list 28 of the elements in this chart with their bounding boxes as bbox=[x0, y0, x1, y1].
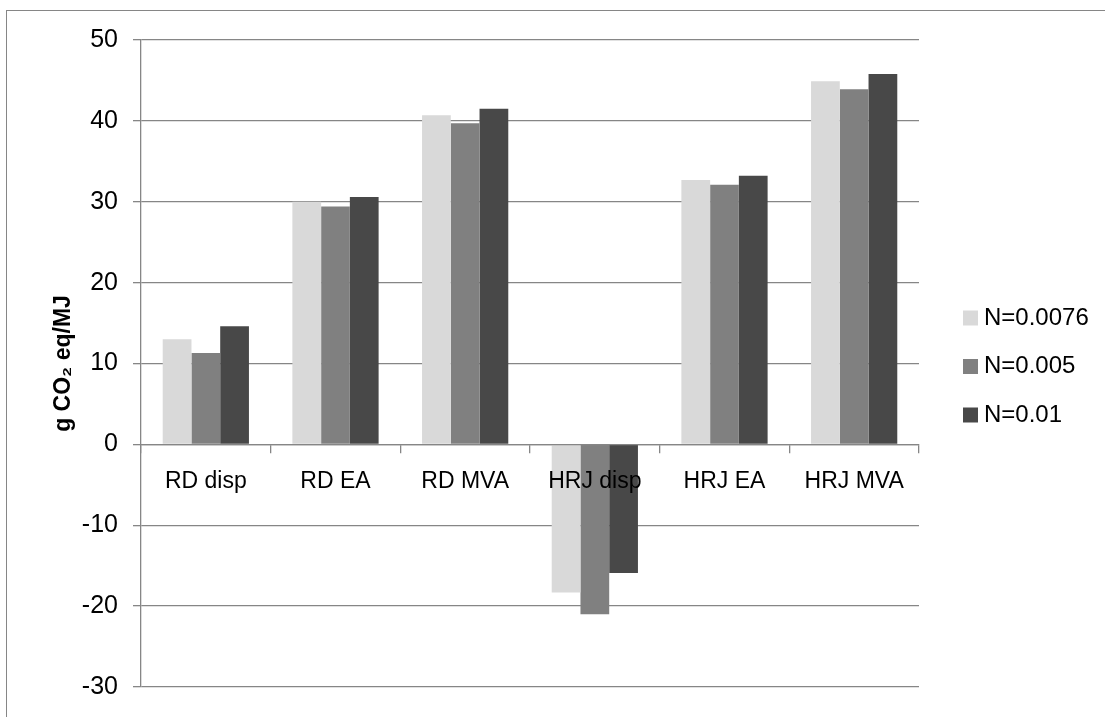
bar bbox=[422, 115, 451, 444]
bar bbox=[220, 326, 249, 444]
y-tick-label: 10 bbox=[90, 347, 118, 376]
legend-label: N=0.005 bbox=[984, 351, 1076, 379]
bar bbox=[349, 196, 379, 444]
y-tick-label: 30 bbox=[90, 185, 118, 214]
y-axis-title: g CO₂ eq/MJ bbox=[49, 295, 76, 432]
y-tick-label: 0 bbox=[104, 428, 118, 457]
y-tick-label: -30 bbox=[81, 670, 118, 699]
x-tick-label: HRJ EA bbox=[683, 466, 767, 493]
y-tick-label: -20 bbox=[81, 590, 118, 619]
y-tick-label: -10 bbox=[81, 509, 118, 538]
bar bbox=[811, 81, 840, 444]
legend-label: N=0.01 bbox=[984, 399, 1063, 427]
x-tick-label: HRJ MVA bbox=[804, 466, 905, 493]
bar bbox=[681, 179, 711, 444]
y-tick-label: 50 bbox=[90, 23, 118, 52]
y-tick-label: 20 bbox=[90, 266, 118, 295]
bar bbox=[868, 73, 898, 444]
x-tick-label: RD MVA bbox=[421, 466, 510, 493]
bar bbox=[479, 108, 509, 444]
bar bbox=[292, 201, 322, 444]
x-tick-label: RD disp bbox=[164, 466, 247, 493]
x-tick-label: RD EA bbox=[300, 466, 372, 493]
legend-label: N=0.0076 bbox=[984, 302, 1089, 330]
bar bbox=[738, 175, 768, 444]
bar bbox=[162, 339, 192, 444]
y-tick-label: 40 bbox=[90, 104, 118, 133]
